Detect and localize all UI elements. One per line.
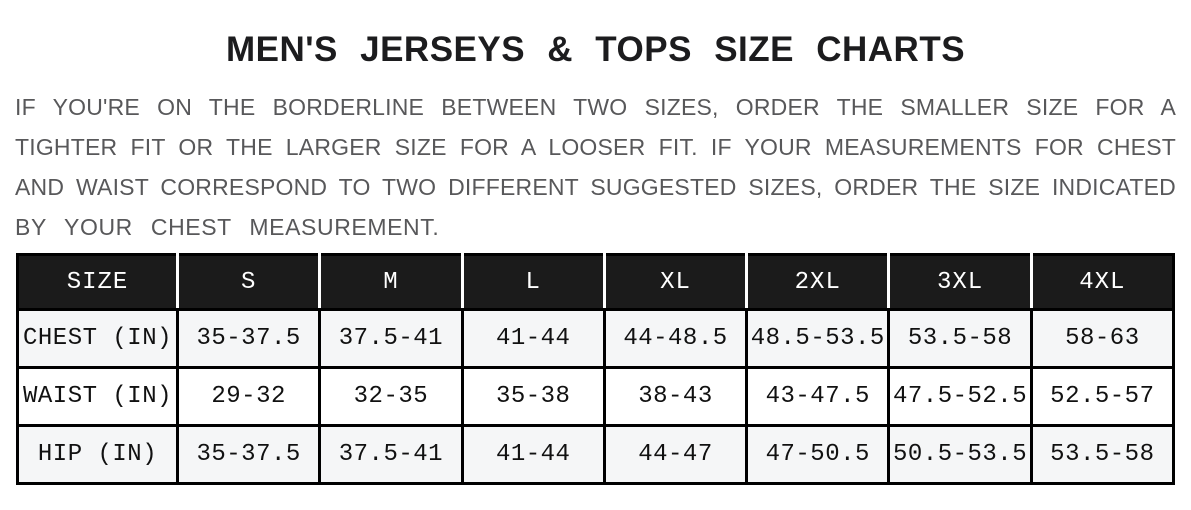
table-row-chest: CHEST (IN) 35-37.5 37.5-41 41-44 44-48.5… — [16, 308, 1176, 369]
header-cell-2xl: 2XL — [745, 254, 889, 311]
size-chart-table: SIZE S M L XL 2XL 3XL 4XL CHEST (IN) 35-… — [16, 253, 1176, 485]
chest-value-l: 41-44 — [460, 308, 606, 369]
hip-value-l: 41-44 — [460, 424, 606, 485]
row-label-hip: HIP (IN) — [16, 424, 179, 485]
page-title: MEN'S JERSEYS & TOPS SIZE CHARTS — [225, 30, 966, 69]
chest-value-m: 37.5-41 — [318, 308, 464, 369]
waist-value-l: 35-38 — [460, 366, 606, 427]
size-chart-header: SIZE S M L XL 2XL 3XL 4XL — [16, 254, 1174, 311]
header-row: SIZE S M L XL 2XL 3XL 4XL — [16, 254, 1174, 311]
header-cell-4xl: 4XL — [1029, 254, 1174, 311]
header-cell-xl: XL — [602, 254, 747, 311]
header-cell-size: SIZE — [16, 254, 178, 311]
waist-value-2xl: 43-47.5 — [745, 366, 891, 427]
intro-line: IF YOU'RE ON THE BORDERLINE BETWEEN TWO … — [15, 94, 1176, 120]
waist-value-4xl: 52.5-57 — [1029, 366, 1176, 427]
hip-value-3xl: 50.5-53.5 — [887, 424, 1033, 485]
header-cell-s: S — [175, 254, 320, 311]
waist-value-s: 29-32 — [175, 366, 322, 427]
intro-line: BY YOUR CHEST MEASUREMENT. — [15, 214, 440, 240]
hip-value-m: 37.5-41 — [318, 424, 464, 485]
header-cell-3xl: 3XL — [887, 254, 1032, 311]
chest-value-3xl: 53.5-58 — [887, 308, 1033, 369]
table-row-waist: WAIST (IN) 29-32 32-35 35-38 38-43 43-47… — [16, 366, 1176, 427]
header-cell-l: L — [460, 254, 605, 311]
chest-value-4xl: 58-63 — [1029, 308, 1176, 369]
header-cell-m: M — [318, 254, 463, 311]
intro-line: TIGHTER FIT OR THE LARGER SIZE FOR A LOO… — [15, 134, 1176, 160]
row-label-waist: WAIST (IN) — [16, 366, 179, 427]
intro-line: AND WAIST CORRESPOND TO TWO DIFFERENT SU… — [15, 174, 1176, 200]
table-row-hip: HIP (IN) 35-37.5 37.5-41 41-44 44-47 47-… — [16, 424, 1176, 485]
intro-paragraph: IF YOU'RE ON THE BORDERLINE BETWEEN TWO … — [15, 87, 1176, 247]
hip-value-4xl: 53.5-58 — [1029, 424, 1176, 485]
row-label-chest: CHEST (IN) — [16, 308, 179, 369]
chest-value-s: 35-37.5 — [175, 308, 322, 369]
chest-value-xl: 44-48.5 — [602, 308, 749, 369]
waist-value-xl: 38-43 — [602, 366, 749, 427]
hip-value-s: 35-37.5 — [175, 424, 322, 485]
hip-value-xl: 44-47 — [602, 424, 749, 485]
waist-value-3xl: 47.5-52.5 — [887, 366, 1033, 427]
hip-value-2xl: 47-50.5 — [745, 424, 891, 485]
waist-value-m: 32-35 — [318, 366, 464, 427]
chest-value-2xl: 48.5-53.5 — [745, 308, 891, 369]
